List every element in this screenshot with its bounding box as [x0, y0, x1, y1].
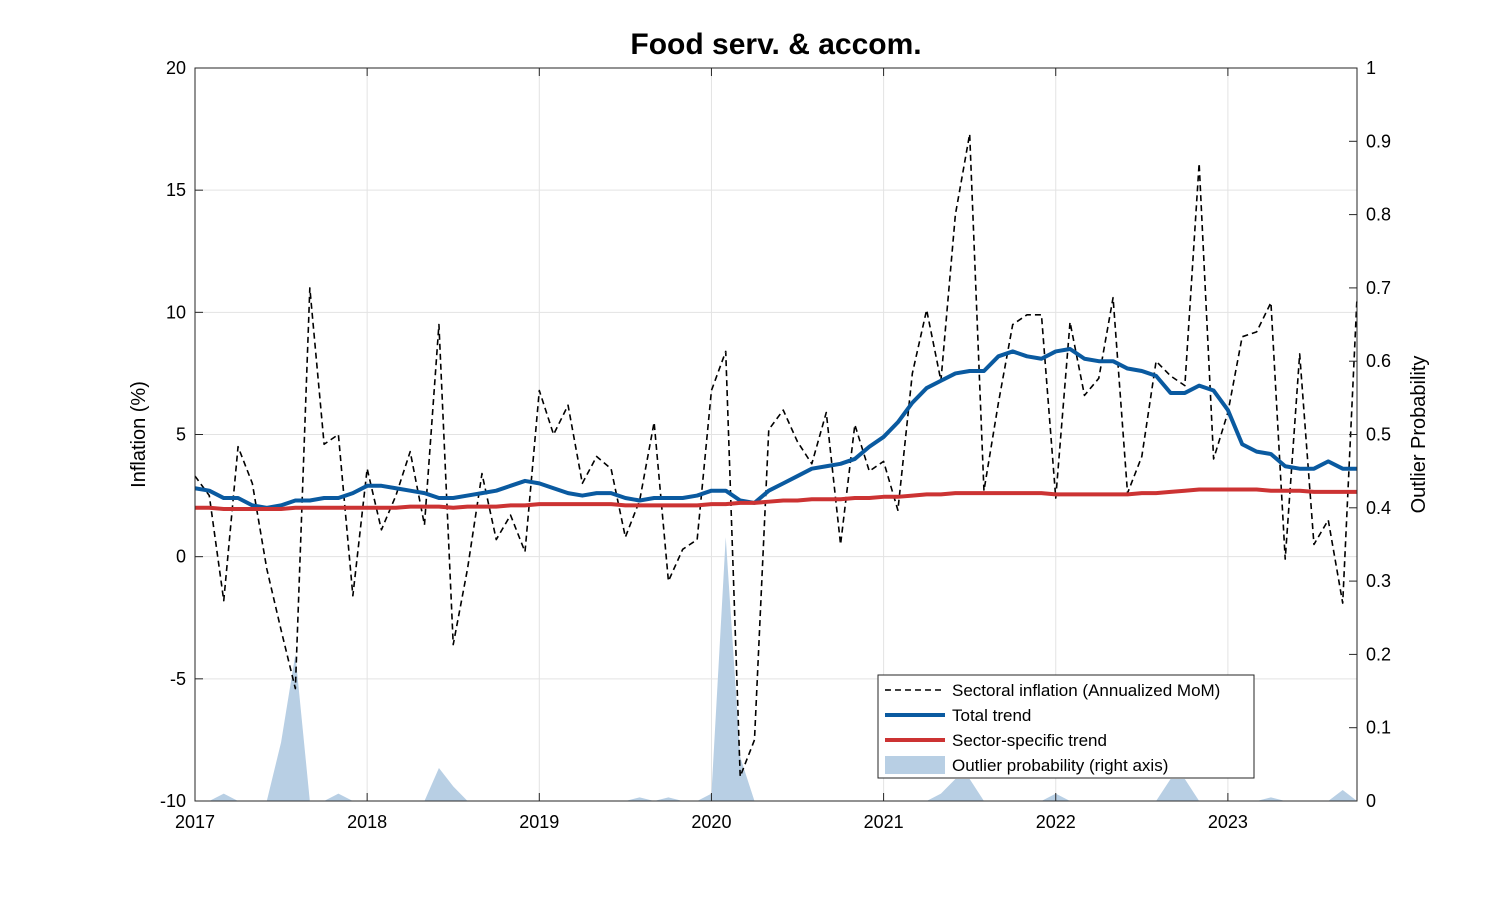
y2-tick-label: 0.8 [1366, 205, 1391, 225]
y-tick-label: 20 [166, 58, 186, 78]
y-axis-label: Inflation (%) [128, 381, 150, 488]
x-tick-label: 2022 [1036, 812, 1076, 832]
x-tick-label: 2020 [691, 812, 731, 832]
sectoral-inflation-line [194, 133, 1358, 778]
y2-tick-label: 0.2 [1366, 644, 1391, 664]
y-tick-label: -5 [170, 669, 186, 689]
y2-tick-label: 0.7 [1366, 278, 1391, 298]
y-tick-label: 0 [176, 547, 186, 567]
y-tick-label: 10 [166, 302, 186, 322]
legend-label: Outlier probability (right axis) [952, 756, 1168, 775]
x-tick-label: 2017 [175, 812, 215, 832]
legend-label: Sectoral inflation (Annualized MoM) [952, 681, 1220, 700]
y2-tick-label: 0.3 [1366, 571, 1391, 591]
legend-label: Total trend [952, 706, 1031, 725]
y2-tick-label: 0.5 [1366, 425, 1391, 445]
y2-tick-label: 1 [1366, 58, 1376, 78]
sector-specific-trend-line [195, 487, 1357, 512]
y2-tick-label: 0.6 [1366, 351, 1391, 371]
chart-title: Food serv. & accom. [630, 28, 921, 61]
legend-label: Sector-specific trend [952, 731, 1107, 750]
x-tick-label: 2018 [347, 812, 387, 832]
y-tick-label: 5 [176, 425, 186, 445]
axis-ticks: 2017 2018 2019 2020 2021 2022 2023-10-50510152… [160, 58, 1391, 832]
y2-axis-label: Outlier Probability [1408, 356, 1430, 514]
legend: Sectoral inflation (Annualized MoM) Total… [877, 674, 1255, 779]
y2-tick-label: 0 [1366, 791, 1376, 811]
y2-tick-label: 0.4 [1366, 498, 1391, 518]
x-tick-label: 2021 [864, 812, 904, 832]
y2-tick-label: 0.1 [1366, 718, 1391, 738]
legend-swatch [885, 756, 945, 774]
y-tick-label: -10 [160, 791, 186, 811]
total-trend-line [194, 346, 1357, 510]
y-tick-label: 15 [166, 180, 186, 200]
series-lines-layer [194, 133, 1358, 778]
x-tick-label: 2019 [519, 812, 559, 832]
y2-tick-label: 0.9 [1366, 131, 1391, 151]
x-tick-label: 2023 [1208, 812, 1248, 832]
